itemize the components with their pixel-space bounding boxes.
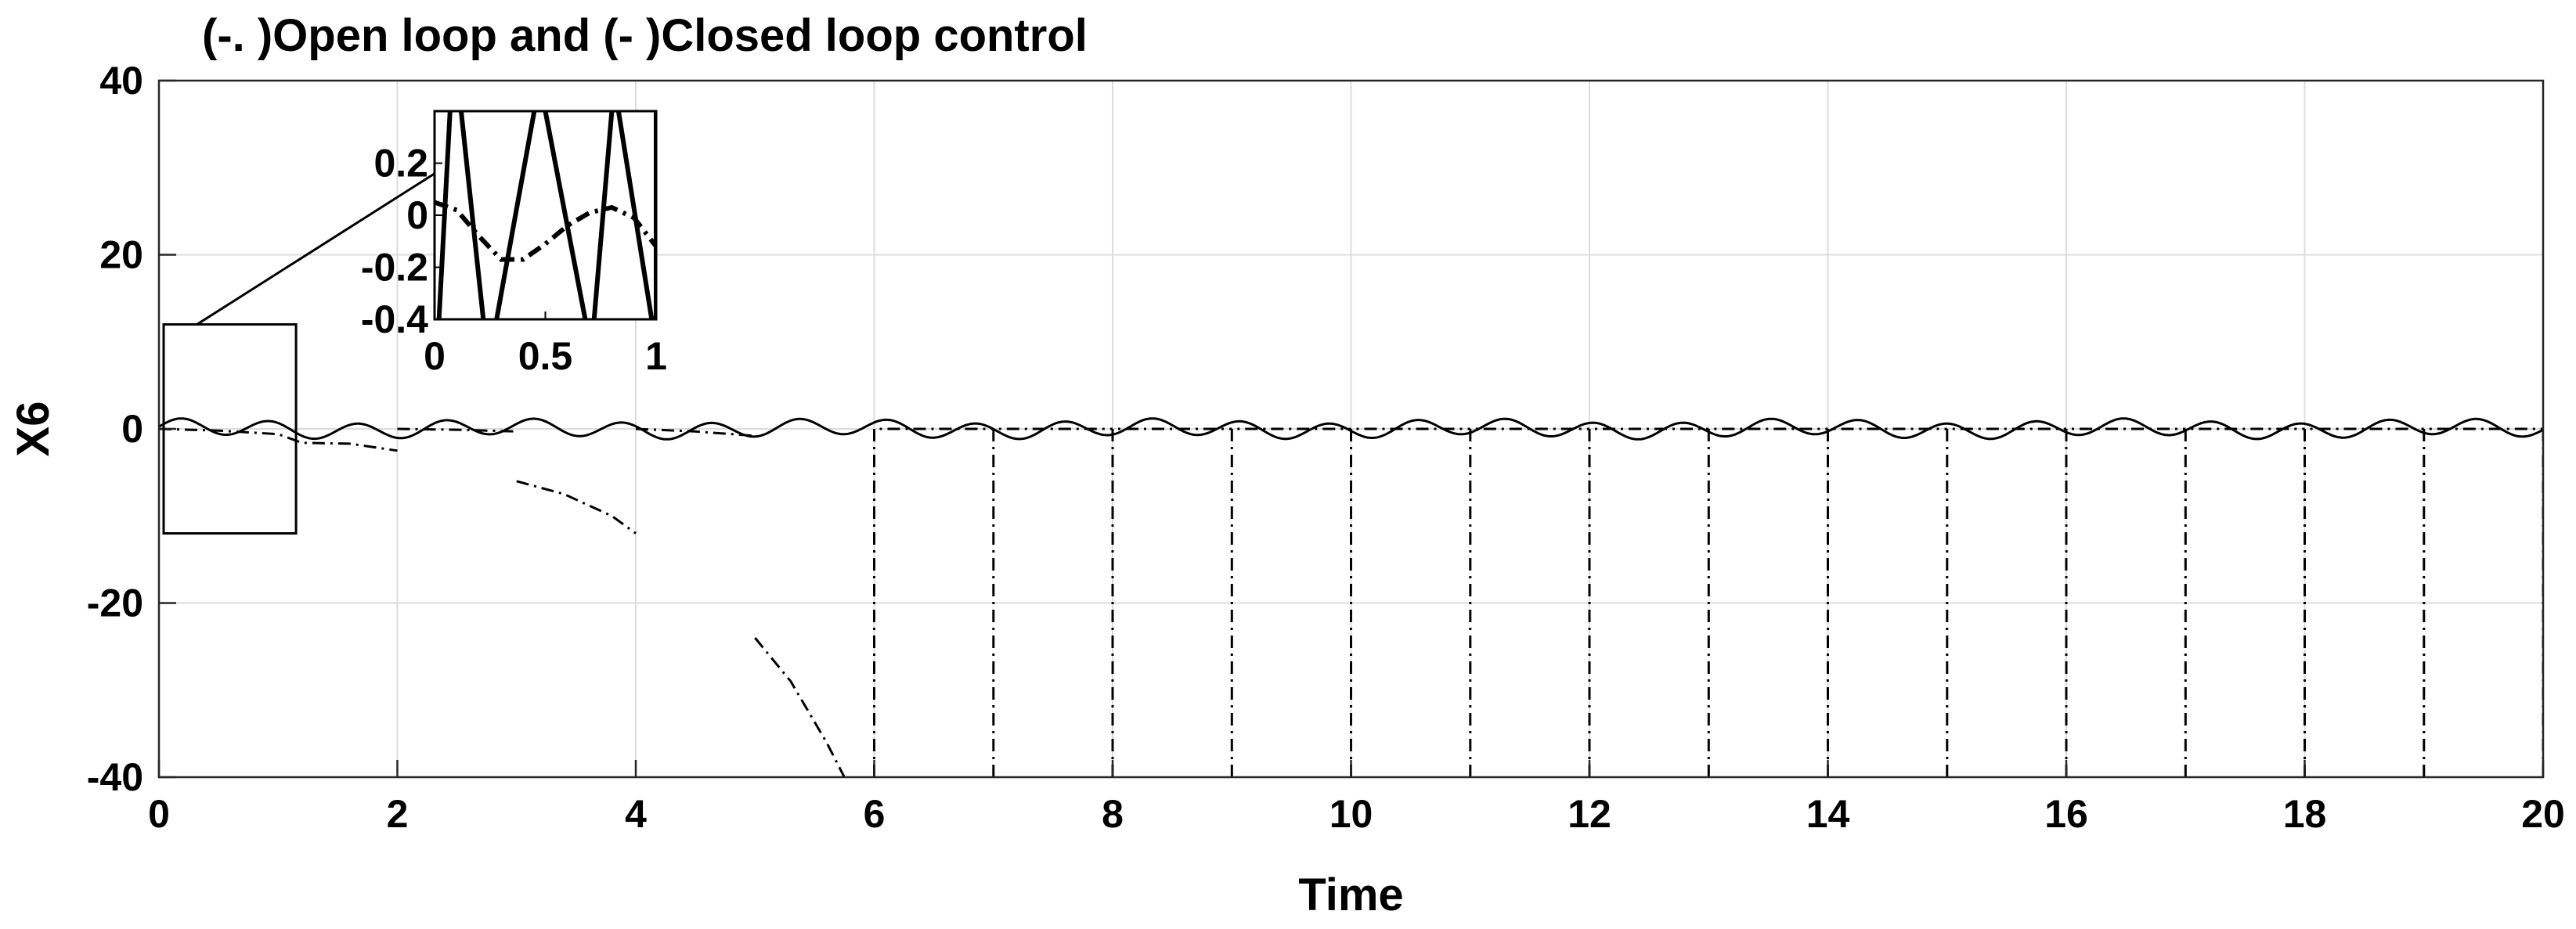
open-loop-line <box>2423 427 2543 777</box>
x-tick-label: 0 <box>148 792 170 836</box>
x-tick-label: 18 <box>2283 792 2327 836</box>
x-tick-label: 2 <box>387 792 409 836</box>
open-loop-line <box>1588 427 1709 777</box>
open-loop-line <box>635 427 756 437</box>
zoom-connector-line <box>196 172 435 326</box>
inset-closed-loop-line <box>543 111 588 319</box>
open-loop-line <box>2065 427 2186 777</box>
x-tick-label: 16 <box>2044 792 2088 836</box>
open-loop-line <box>1469 427 1589 777</box>
open-loop-line <box>754 637 846 777</box>
y-tick-label: 40 <box>99 59 143 103</box>
open-loop-line <box>1230 427 1351 777</box>
y-axis-label: X6 <box>8 401 59 457</box>
x-tick-label: 14 <box>1806 792 1850 836</box>
inset-series-group <box>435 111 656 319</box>
x-axis-label: Time <box>1298 870 1403 920</box>
inset-closed-loop-line <box>615 111 655 319</box>
inset-y-tick-label: 0 <box>406 193 428 237</box>
open-loop-line <box>159 427 398 452</box>
x-tick-label: 12 <box>1568 792 1611 836</box>
open-loop-line <box>2184 427 2305 777</box>
x-tick-label: 10 <box>1329 792 1373 836</box>
inset-y-tick-label: -0.2 <box>361 246 428 290</box>
open-loop-line <box>1111 427 1232 777</box>
x-tick-label: 8 <box>1102 792 1124 836</box>
zoom-box <box>162 323 298 535</box>
x-tick-label: 4 <box>625 792 647 836</box>
y-tick-label: 0 <box>121 407 143 451</box>
open-loop-line <box>1827 427 1947 777</box>
inset-x-tick-label: 0 <box>424 334 446 378</box>
inset-closed-loop-line <box>494 111 537 319</box>
open-loop-line <box>1946 427 2066 777</box>
inset-y-tick-label: -0.4 <box>361 297 428 341</box>
inset-x-tick-label: 0.5 <box>518 334 573 378</box>
inset-y-tick-label: 0.2 <box>373 142 428 185</box>
chart-title: (-. )Open loop and (- )Closed loop contr… <box>202 10 1088 61</box>
open-loop-line <box>516 480 637 535</box>
open-loop-line <box>397 427 517 433</box>
series-group <box>159 417 2543 777</box>
inset-x-tick-label: 1 <box>645 334 667 378</box>
open-loop-line <box>2304 427 2424 777</box>
inset-closed-loop-line <box>436 111 453 319</box>
y-tick-label: -20 <box>87 582 143 625</box>
inset-closed-loop-line <box>591 111 615 319</box>
inset-closed-loop-line <box>458 111 486 319</box>
closed-loop-line <box>159 417 2543 441</box>
zoom-inset: 0 0.5 1 -0.4 -0.2 0 0.2 <box>162 110 667 535</box>
open-loop-line <box>873 427 994 777</box>
open-loop-line <box>1350 427 1470 777</box>
x-tick-label: 6 <box>864 792 886 836</box>
y-tick-label: 20 <box>99 233 143 277</box>
x-tick-label: 20 <box>2521 792 2565 836</box>
open-loop-line <box>1707 427 1828 777</box>
series-layer <box>159 417 2543 777</box>
y-tick-label: -40 <box>87 755 143 799</box>
